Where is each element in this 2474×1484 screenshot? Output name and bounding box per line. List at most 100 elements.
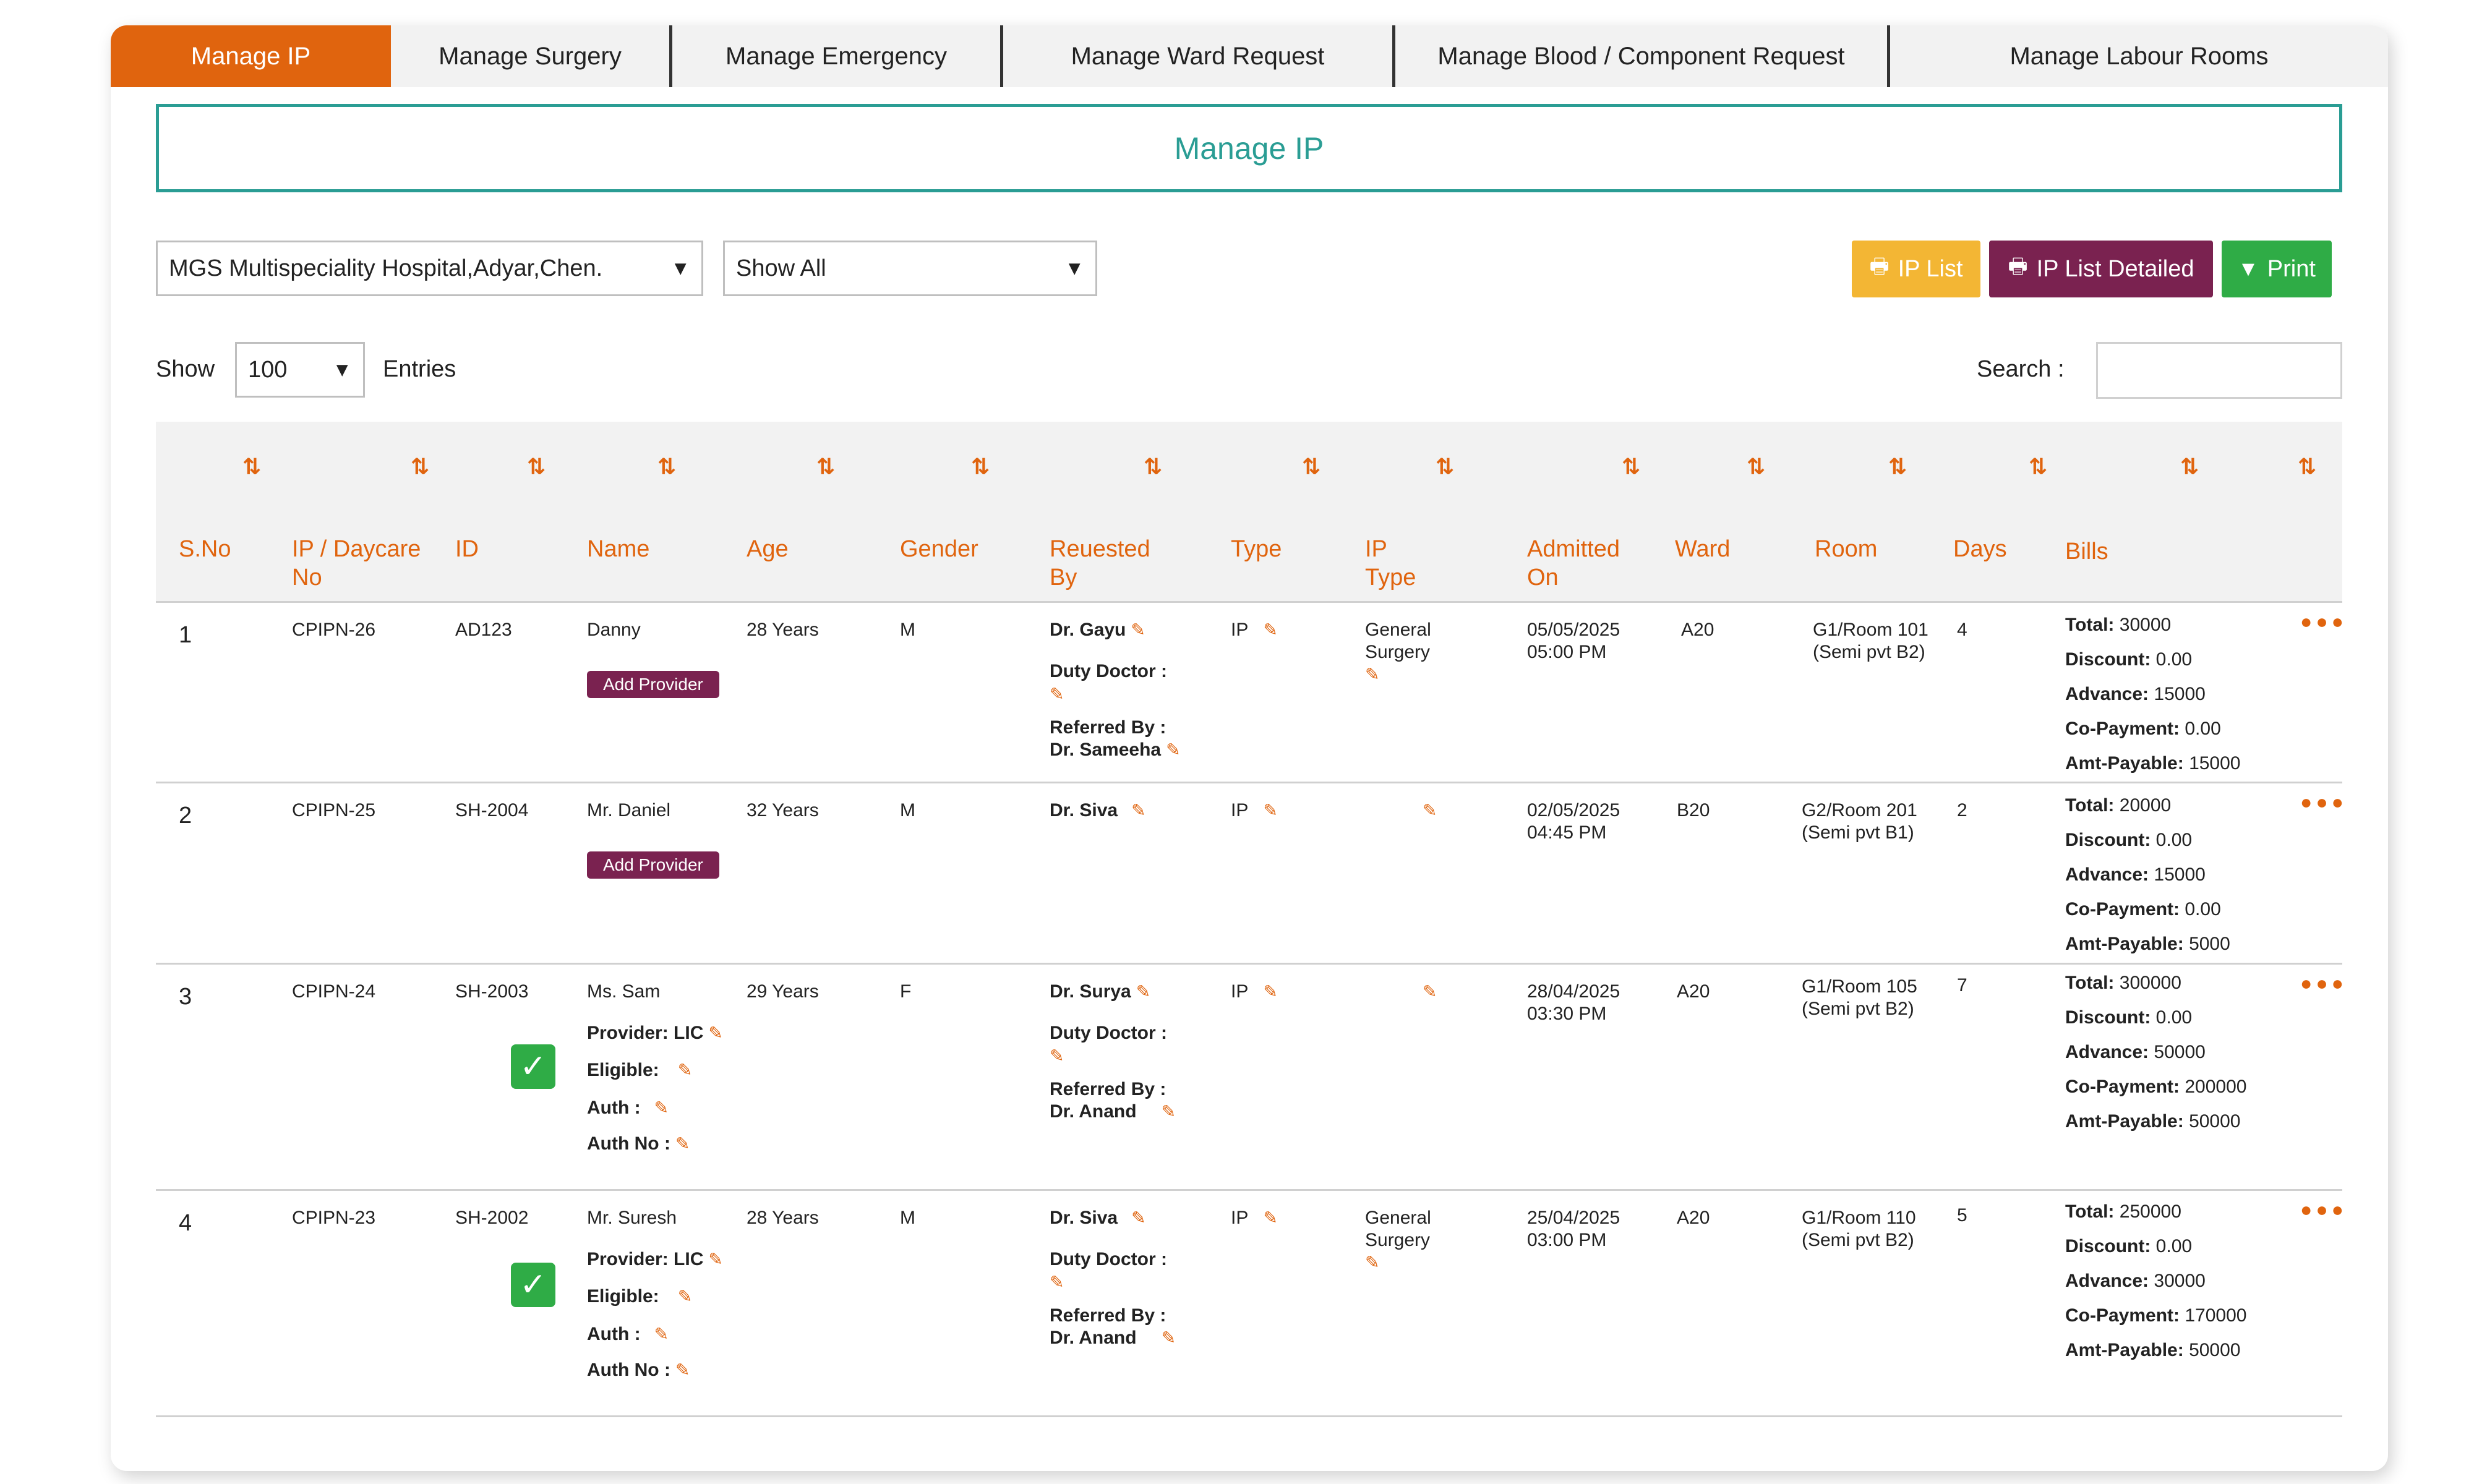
provider-label: Provider: LIC ✎ (587, 1023, 723, 1043)
sort-icon[interactable]: ⇅ (657, 454, 677, 479)
edit-icon[interactable]: ✎ (1136, 982, 1151, 1001)
ip-list-label: IP List (1898, 255, 1963, 282)
edit-icon[interactable]: ✎ (1131, 801, 1146, 820)
edit-icon[interactable]: ✎ (1166, 740, 1181, 759)
sort-icon[interactable]: ⇅ (1144, 454, 1163, 479)
row-type: IP ✎ (1231, 619, 1278, 641)
print-button[interactable]: ▼ Print (2222, 241, 2332, 297)
col-admitted-on[interactable]: Admitted On (1527, 536, 1620, 591)
edit-icon[interactable]: ✎ (708, 1250, 723, 1269)
edit-icon[interactable]: ✎ (1263, 801, 1278, 820)
edit-icon[interactable]: ✎ (1050, 1273, 1064, 1292)
bill-total: Total: 300000 (2065, 973, 2181, 993)
sort-icon[interactable]: ⇅ (1302, 454, 1321, 479)
edit-icon[interactable]: ✎ (1161, 1102, 1176, 1121)
add-provider-button[interactable]: Add Provider (587, 671, 719, 698)
row-admitted-time: 04:45 PM (1527, 822, 1607, 843)
sort-icon[interactable]: ⇅ (971, 454, 990, 479)
sort-icon[interactable]: ⇅ (1747, 454, 1766, 479)
sort-icon[interactable]: ⇅ (816, 454, 836, 479)
show-filter-value: Show All (736, 255, 826, 281)
col-name[interactable]: Name (587, 536, 650, 562)
edit-icon[interactable]: ✎ (1263, 1208, 1278, 1227)
row-age: 29 Years (747, 981, 819, 1002)
requested-by-value: Dr. Siva (1050, 1208, 1118, 1228)
edit-icon[interactable]: ✎ (1050, 1046, 1064, 1065)
col-ward[interactable]: Ward (1675, 536, 1731, 562)
edit-icon[interactable]: ✎ (708, 1023, 723, 1043)
col-age[interactable]: Age (747, 536, 789, 562)
col-ip-daycare-no[interactable]: IP / Daycare No (292, 536, 421, 591)
row-bills: Total: 300000 Discount: 0.00 Advance: 50… (2065, 966, 2246, 1139)
edit-icon[interactable]: ✎ (1263, 982, 1278, 1001)
row-days: 5 (1957, 1205, 1967, 1226)
col-type[interactable]: Type (1231, 536, 1282, 562)
bill-discount: Discount: 0.00 (2065, 1007, 2193, 1028)
auth-no-label: Auth No : ✎ (587, 1133, 690, 1154)
edit-icon[interactable]: ✎ (1423, 801, 1437, 820)
bill-copayment: Co-Payment: 170000 (2065, 1305, 2247, 1326)
sort-icon[interactable]: ⇅ (2180, 454, 2199, 479)
col-room[interactable]: Room (1815, 536, 1878, 562)
search-input[interactable] (2096, 342, 2342, 399)
sort-icon[interactable]: ⇅ (1888, 454, 1907, 479)
edit-icon[interactable]: ✎ (677, 1060, 693, 1080)
ip-list-detailed-button[interactable]: 🖶 IP List Detailed (1989, 241, 2213, 297)
edit-icon[interactable]: ✎ (1263, 620, 1278, 639)
add-provider-button[interactable]: Add Provider (587, 851, 719, 879)
tab-manage-blood-component-request[interactable]: Manage Blood / Component Request (1395, 25, 1890, 87)
printer-icon: 🖶 (2008, 254, 2028, 278)
edit-icon[interactable]: ✎ (677, 1287, 693, 1306)
more-options-icon[interactable]: ●●● (2300, 791, 2347, 813)
row-admitted-date: 02/05/2025 (1527, 800, 1620, 821)
edit-icon[interactable]: ✎ (1131, 620, 1145, 639)
col-ip-type[interactable]: IP Type (1365, 536, 1416, 591)
sort-icon[interactable]: ⇅ (527, 454, 546, 479)
edit-icon[interactable]: ✎ (654, 1098, 669, 1117)
edit-icon[interactable]: ✎ (1131, 1208, 1146, 1227)
col-bills[interactable]: Bills (2065, 539, 2108, 565)
edit-icon[interactable]: ✎ (675, 1360, 690, 1380)
tab-manage-labour-rooms[interactable]: Manage Labour Rooms (2010, 42, 2269, 70)
tab-manage-ip[interactable]: Manage IP (111, 25, 391, 87)
tab-manage-emergency[interactable]: Manage Emergency (672, 25, 1003, 87)
show-label: Show (156, 356, 215, 382)
requested-by-value: Dr. Surya (1050, 981, 1131, 1002)
edit-icon[interactable]: ✎ (1161, 1328, 1176, 1347)
edit-icon[interactable]: ✎ (654, 1324, 669, 1344)
tab-manage-ward-request[interactable]: Manage Ward Request (1003, 25, 1395, 87)
more-options-icon[interactable]: ●●● (2300, 972, 2347, 994)
col-sno[interactable]: S.No (179, 536, 231, 562)
hospital-select[interactable]: MGS Multispeciality Hospital,Adyar,Chen.… (156, 241, 703, 296)
edit-icon[interactable]: ✎ (1365, 1253, 1380, 1272)
edit-icon[interactable]: ✎ (675, 1134, 690, 1153)
bill-total: Total: 30000 (2065, 615, 2172, 635)
ip-list-button[interactable]: 🖶 IP List (1852, 241, 1980, 297)
col-id[interactable]: ID (455, 536, 479, 562)
col-gender[interactable]: Gender (900, 536, 978, 562)
more-options-icon[interactable]: ●●● (2300, 610, 2347, 633)
tab-manage-surgery[interactable]: Manage Surgery (391, 25, 672, 87)
row-gender: M (900, 800, 915, 821)
edit-icon[interactable]: ✎ (1423, 982, 1437, 1001)
sort-icon[interactable]: ⇅ (411, 454, 430, 479)
sort-icon[interactable]: ⇅ (1436, 454, 1455, 479)
row-ip-no: CPIPN-23 (292, 1208, 376, 1228)
sort-icon[interactable]: ⇅ (2298, 454, 2317, 479)
entries-select[interactable]: 100 ▼ (235, 342, 365, 398)
show-filter-select[interactable]: Show All ▼ (723, 241, 1097, 296)
edit-icon[interactable]: ✎ (1050, 684, 1064, 704)
row-admitted-date: 28/04/2025 (1527, 981, 1620, 1002)
col-requested-by[interactable]: Reuested By (1050, 536, 1150, 591)
bill-discount: Discount: 0.00 (2065, 1236, 2193, 1256)
sort-icon[interactable]: ⇅ (1622, 454, 1641, 479)
col-days[interactable]: Days (1953, 536, 2007, 562)
sort-icon[interactable]: ⇅ (242, 454, 262, 479)
type-value: IP (1231, 1208, 1249, 1228)
edit-icon[interactable]: ✎ (1365, 665, 1380, 684)
row-admitted-date: 05/05/2025 (1527, 620, 1620, 640)
row-admitted-time: 03:00 PM (1527, 1230, 1607, 1250)
sort-icon[interactable]: ⇅ (2029, 454, 2048, 479)
row-sno: 2 (179, 803, 192, 829)
more-options-icon[interactable]: ●●● (2300, 1198, 2347, 1221)
